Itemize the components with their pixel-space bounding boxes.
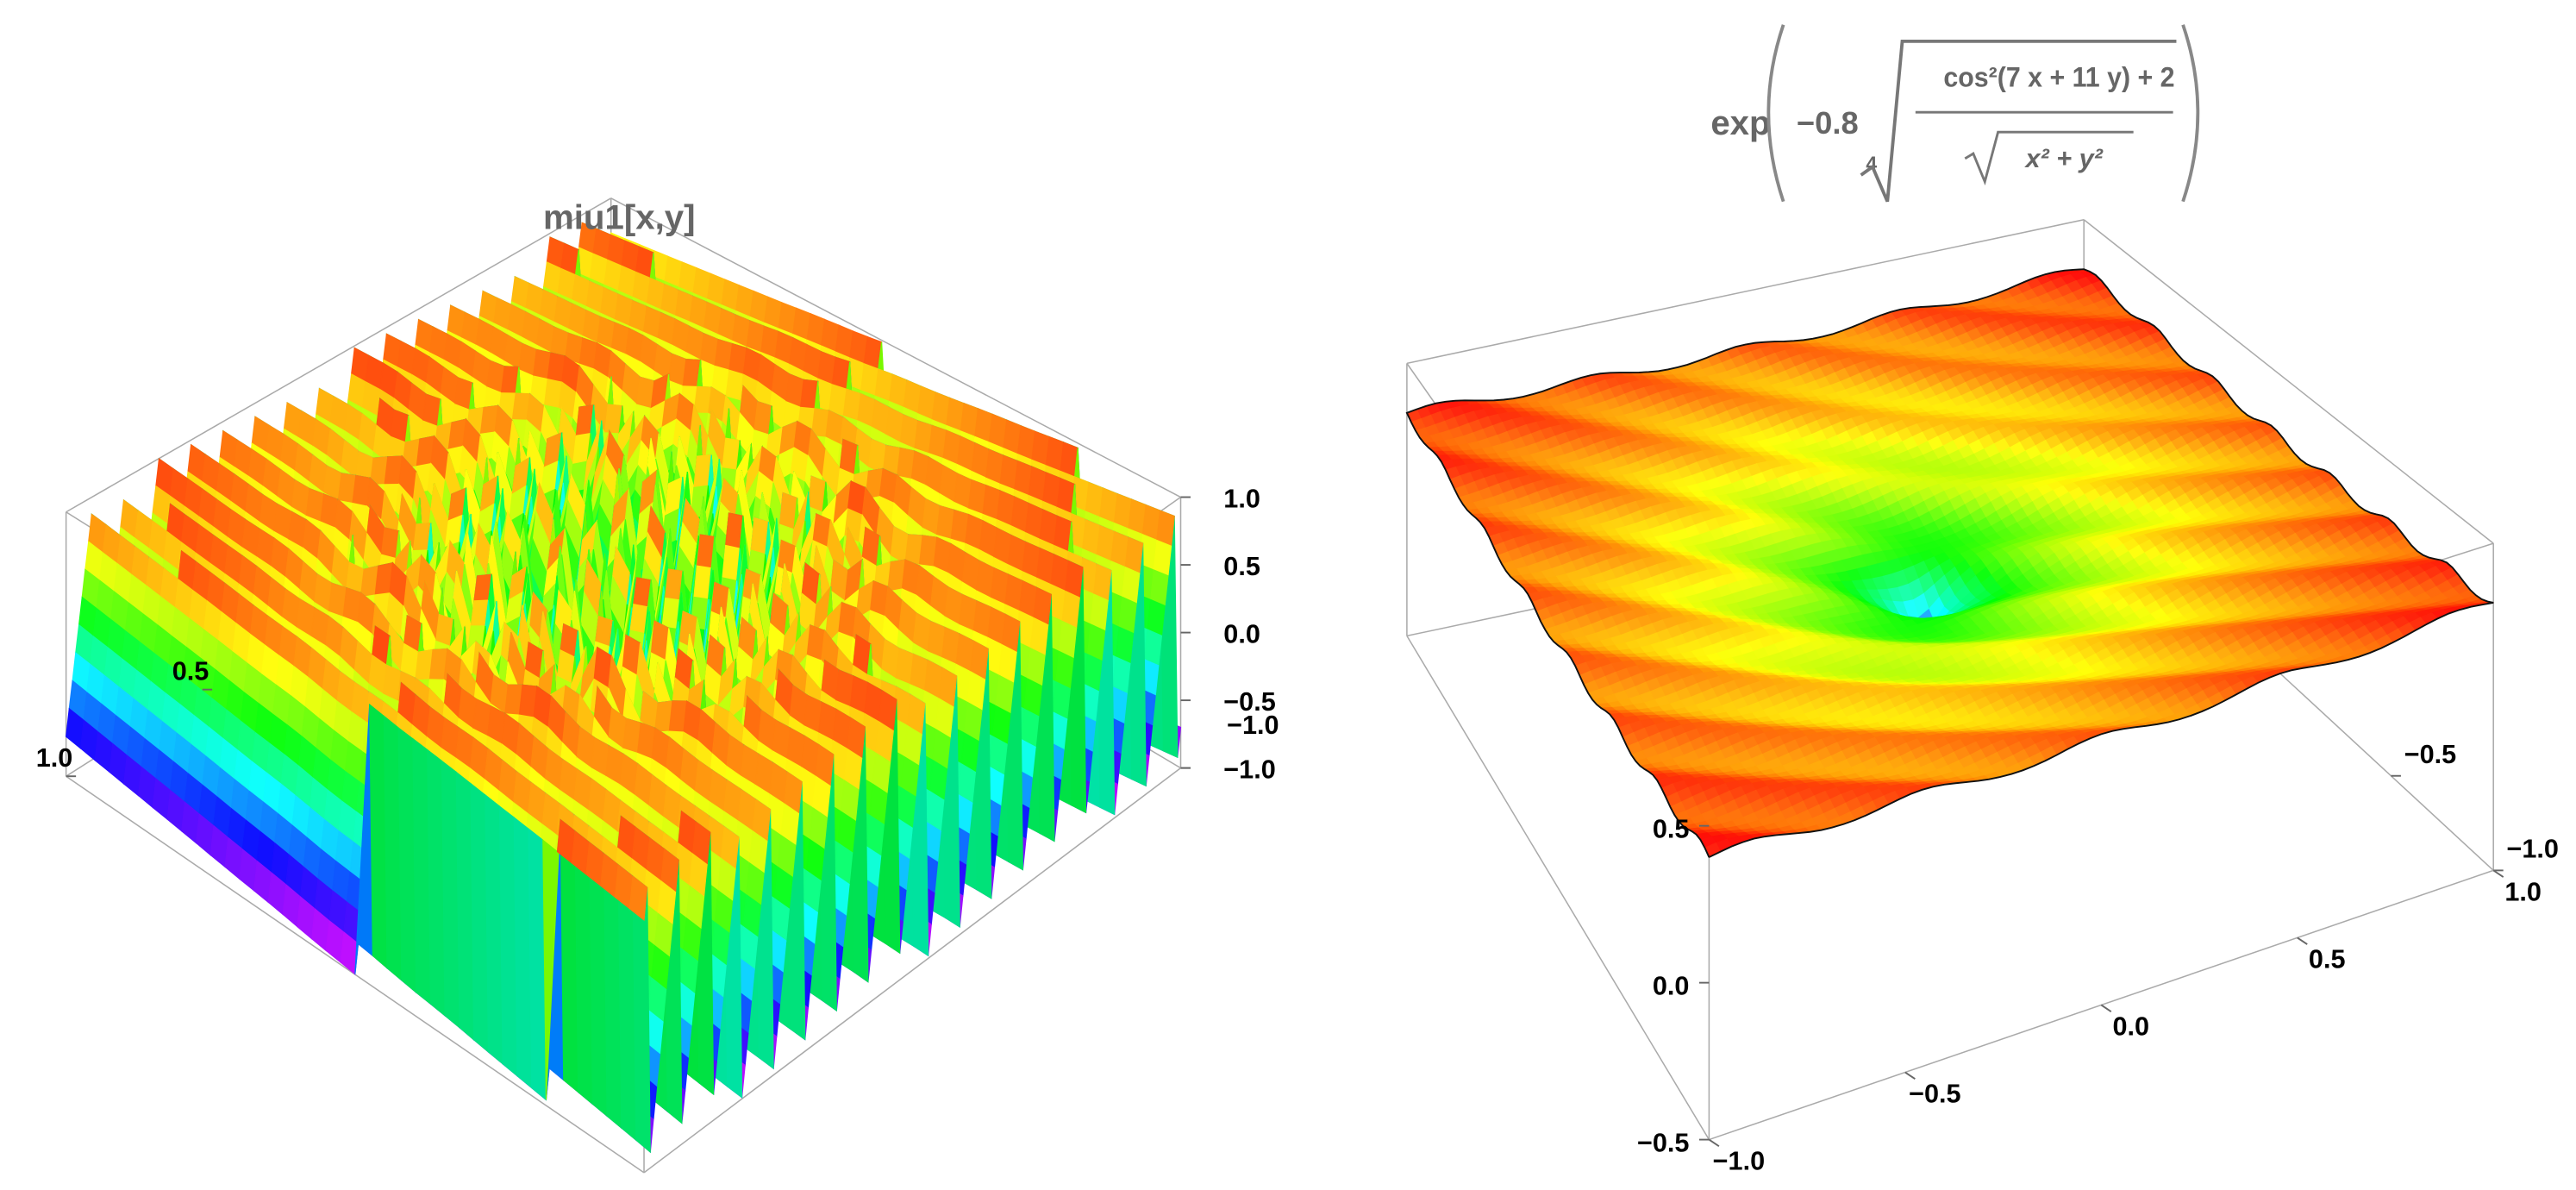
plot-1: 0.51.0−1.0−1.0−0.50.00.51.0 [36, 197, 1279, 1174]
surface-patch [1156, 510, 1175, 548]
box-edge [610, 197, 1181, 498]
surface-patch [1153, 539, 1172, 577]
box-edge [643, 767, 1181, 1174]
box-edge [66, 197, 612, 513]
